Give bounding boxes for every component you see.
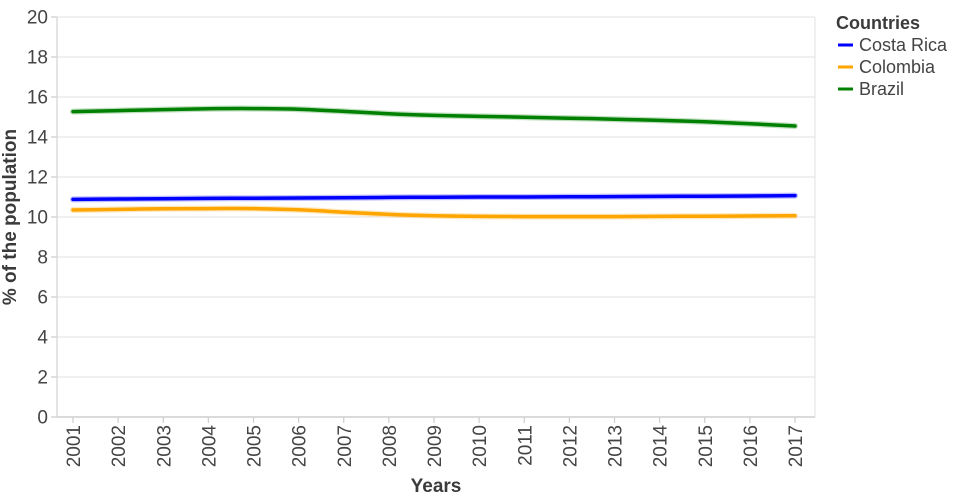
x-tick-label: 2017 [786, 425, 807, 467]
legend-item-costa-rica[interactable]: Costa Rica [838, 35, 948, 55]
series-line-costa-rica[interactable] [71, 193, 797, 202]
y-tick-label: 12 [27, 168, 48, 189]
series-line-halo-brazil [70, 105, 798, 129]
x-tick-label: 2016 [741, 425, 762, 467]
y-tick-label: 16 [27, 88, 48, 109]
y-tick-label: 2 [37, 368, 48, 389]
x-tick-label: 2012 [560, 425, 581, 467]
y-tick-label: 18 [27, 48, 48, 69]
legend-item-brazil[interactable]: Brazil [838, 79, 904, 99]
x-axis-title: Years [411, 476, 462, 497]
x-tick-label: 2006 [290, 425, 311, 467]
y-tick-label: 20 [27, 8, 48, 29]
y-tick-label: 10 [27, 208, 48, 229]
x-tick-label: 2015 [696, 425, 717, 467]
legend-item-label: Costa Rica [859, 35, 948, 55]
axes [51, 16, 816, 423]
x-tick-label: 2005 [245, 425, 266, 467]
x-tick-label: 2002 [109, 425, 130, 467]
y-tick-label: 14 [27, 128, 49, 149]
series-lines [70, 105, 798, 220]
series-line-brazil[interactable] [71, 106, 797, 128]
y-tick-label: 8 [37, 248, 48, 269]
x-tick-labels: 2001 2002 2003 2004 2005 2006 2007 2008 2009 2010… [64, 425, 807, 468]
x-tick-label: 2013 [606, 425, 627, 467]
x-tick-label: 2003 [154, 425, 175, 467]
x-tick-label: 2014 [651, 425, 672, 468]
x-tick-label: 2001 [64, 425, 85, 467]
y-axis-title: % of the population [0, 129, 21, 305]
x-tick-label: 2010 [470, 425, 491, 467]
x-tick-label: 2011 [515, 425, 536, 466]
x-tick-label: 2004 [199, 425, 220, 468]
x-tick-label: 2009 [425, 425, 446, 467]
x-tick-label: 2007 [335, 425, 356, 467]
legend-title: Countries [836, 13, 920, 33]
y-tick-labels: 0 2 4 6 8 10 12 14 16 18 20 [27, 8, 49, 429]
y-tick-label: 0 [37, 408, 48, 429]
y-tick-label: 4 [37, 328, 48, 349]
y-tick-label: 6 [37, 288, 48, 309]
legend-item-label: Brazil [859, 79, 904, 99]
x-tick-label: 2008 [380, 425, 401, 467]
legend-item-label: Colombia [859, 57, 936, 77]
series-line-colombia[interactable] [71, 206, 797, 219]
legend-item-colombia[interactable]: Colombia [838, 57, 936, 77]
